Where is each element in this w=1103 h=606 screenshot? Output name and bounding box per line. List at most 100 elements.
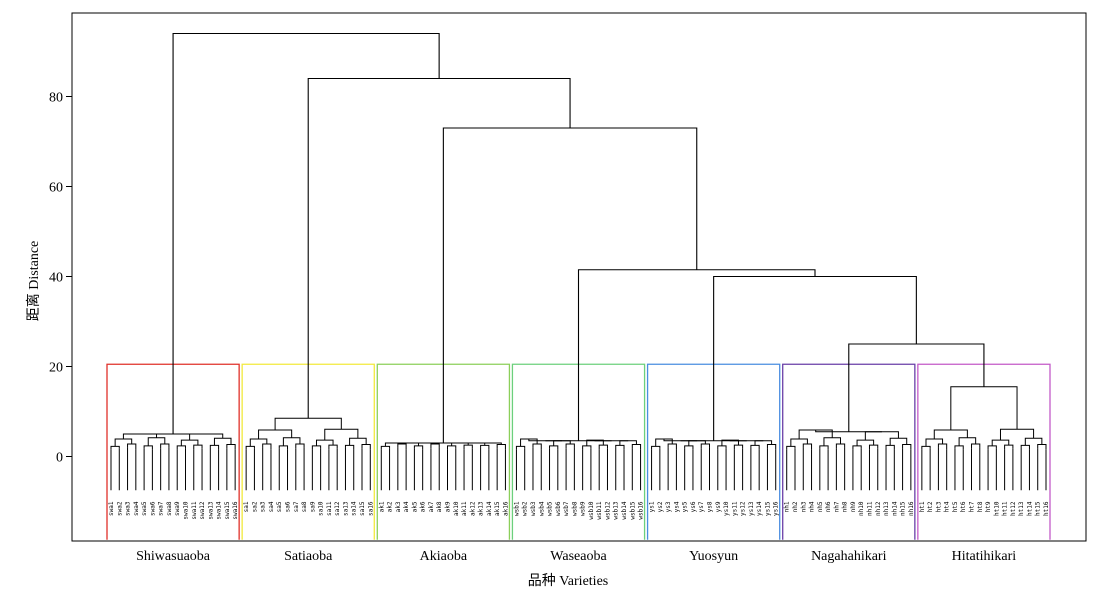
leaf-label: swa1 xyxy=(108,501,115,516)
cluster-branch xyxy=(413,445,424,450)
cluster-branch xyxy=(582,445,592,450)
x-axis-label: 品种 Varieties xyxy=(528,573,608,589)
leaf-label: ht9 xyxy=(985,501,992,512)
leaf-label: swa16 xyxy=(232,501,239,519)
leaf-label: nh16 xyxy=(908,501,915,516)
leaf-label: swa12 xyxy=(199,501,206,519)
leaf-label: ht10 xyxy=(993,501,1000,516)
cluster-branch xyxy=(397,443,407,450)
cluster-branch xyxy=(344,444,355,450)
leaf-label: ys2 xyxy=(657,501,664,512)
leaf-label: ys5 xyxy=(682,501,689,512)
cluster-branch xyxy=(328,444,338,450)
leaf-label: swa3 xyxy=(125,501,132,516)
leaf-label: sa11 xyxy=(326,501,333,516)
variety-labels: Shiwasuaoba Satiaoba Akiaoba Waseaoba Yuosyu… xyxy=(136,549,1016,564)
cluster-branch xyxy=(430,443,440,449)
cluster-branch xyxy=(295,443,305,449)
cluster-branch xyxy=(176,445,186,450)
leaf-label: ak4 xyxy=(403,501,410,512)
y-axis-ticks: 0 20 40 60 80 xyxy=(49,91,72,466)
leaf-label: swa5 xyxy=(141,501,148,516)
cluster-branch xyxy=(245,445,255,450)
leaf-label: nh4 xyxy=(809,501,816,512)
cluster-branch xyxy=(651,445,661,450)
leaf-label: swa8 xyxy=(166,501,173,516)
leaf-label: swa9 xyxy=(174,501,181,516)
leaf-label: sa9 xyxy=(309,501,316,512)
variety-label: Shiwasuaoba xyxy=(136,549,211,564)
cluster-branch xyxy=(262,443,272,450)
leaf-label: nh13 xyxy=(883,501,890,516)
cluster-branch xyxy=(480,444,490,450)
y-tick-label: 20 xyxy=(49,361,63,376)
cluster-branch xyxy=(274,417,342,431)
cluster-branch xyxy=(688,440,706,446)
leaf-label: nh14 xyxy=(891,501,898,516)
merge-branch xyxy=(307,77,571,419)
leaf-label: ys14 xyxy=(756,501,763,516)
leaf-label: ys3 xyxy=(665,501,672,512)
cluster-branch xyxy=(598,444,608,450)
leaf-label: ak13 xyxy=(478,501,485,516)
leaf-label: ht12 xyxy=(1010,501,1017,516)
leaf-label: swa4 xyxy=(133,501,140,516)
variety-boxes xyxy=(106,363,1051,540)
leaf-label: ak6 xyxy=(420,501,427,512)
leaf-label: sa4 xyxy=(268,501,275,512)
leaf-label: ht6 xyxy=(960,501,967,512)
y-tick-label: 40 xyxy=(49,271,63,286)
leaf-label: sa2 xyxy=(251,501,258,512)
leaf-label: ht13 xyxy=(1018,501,1025,516)
cluster-branch xyxy=(921,445,931,450)
leaf-label: ys9 xyxy=(715,501,722,512)
cluster-branch xyxy=(278,445,289,450)
variety-label: Hitatihikari xyxy=(952,549,1017,564)
leaf-label: wsb8 xyxy=(571,501,578,516)
cluster-branch xyxy=(790,438,808,447)
cluster-branch xyxy=(958,437,977,446)
leaf-label: nh6 xyxy=(825,501,832,512)
cluster-branch xyxy=(835,443,846,449)
leaf-label: ht4 xyxy=(944,501,951,512)
leaf-label: wsb7 xyxy=(563,501,570,516)
cluster-branch xyxy=(189,433,224,441)
leaf-label: nh3 xyxy=(800,501,807,512)
cluster-branch xyxy=(311,445,322,450)
leaf-label: ak5 xyxy=(411,501,418,512)
leaf-label: ys10 xyxy=(723,501,730,516)
leaf-label: sa1 xyxy=(243,501,250,512)
leaf-label: wsb2 xyxy=(522,501,529,516)
leaf-label: nh15 xyxy=(900,501,907,516)
leaf-label: ak12 xyxy=(469,501,476,516)
y-tick-label: 80 xyxy=(49,91,63,106)
leaf-label: sa6 xyxy=(285,501,292,512)
cluster-branch xyxy=(684,445,694,450)
leaf-label: ys16 xyxy=(773,501,780,516)
cluster-branch xyxy=(380,445,391,450)
cluster-branch xyxy=(819,445,829,450)
leaf-label: ys15 xyxy=(764,501,771,516)
y-tick-label: 0 xyxy=(56,451,63,466)
leaf-label: nh1 xyxy=(784,501,791,512)
leaf-label: ht16 xyxy=(1043,501,1050,516)
cluster-branch xyxy=(852,445,862,450)
leaf-label: sa13 xyxy=(342,501,349,516)
cluster-branch xyxy=(615,444,625,450)
leaf-label: ht2 xyxy=(927,501,934,512)
cluster-branch xyxy=(868,444,879,450)
leaf-label: ht1 xyxy=(919,501,926,512)
cluster-branch xyxy=(1037,444,1047,450)
merge-branch xyxy=(713,275,917,441)
leaf-label: ak11 xyxy=(461,501,468,516)
leaf-label: nh7 xyxy=(833,501,840,512)
leaf-label: wsb1 xyxy=(513,501,520,516)
variety-label: Satiaoba xyxy=(284,549,333,564)
cluster-branch xyxy=(717,445,727,450)
cluster-branch xyxy=(864,431,899,441)
cluster-branch xyxy=(950,386,1018,431)
cluster-branch xyxy=(110,445,120,450)
leaf-label: swa6 xyxy=(149,501,156,516)
merge-branch xyxy=(848,343,985,432)
leaf-label: nh12 xyxy=(875,501,882,516)
